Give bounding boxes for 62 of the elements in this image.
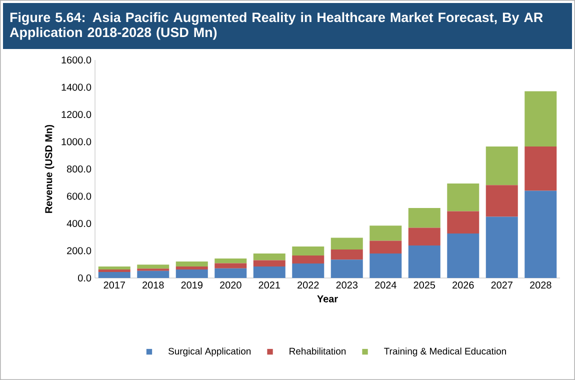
x-tick-label: 2024 <box>375 282 396 289</box>
y-tick-label: 800.0 <box>66 165 92 173</box>
x-tick-label: 2025 <box>414 282 436 289</box>
y-tick-label: 400.0 <box>66 220 92 228</box>
bar <box>370 240 402 254</box>
x-tick-label: 2028 <box>530 282 552 289</box>
bar <box>137 270 170 278</box>
x-tick-label: 2027 <box>491 282 512 289</box>
x-tick-label: 2021 <box>258 282 280 289</box>
x-tick-label: 2023 <box>336 282 358 289</box>
bar <box>486 146 518 186</box>
bar <box>330 250 363 260</box>
bar <box>447 233 480 278</box>
bar <box>176 262 208 267</box>
x-tick-label: 2020 <box>220 282 242 289</box>
bar <box>98 270 130 272</box>
legend-label: Surgical Application <box>168 348 251 356</box>
bar <box>214 263 247 268</box>
bar <box>330 238 363 250</box>
x-tick-label: 2019 <box>181 282 202 289</box>
bar <box>292 246 324 256</box>
bar <box>408 208 440 228</box>
bar <box>408 245 440 278</box>
bar <box>486 185 518 217</box>
x-axis-title: Year <box>317 295 338 302</box>
y-tick-label: 1000.0 <box>62 138 92 146</box>
bar <box>486 216 518 278</box>
y-tick-label: 200.0 <box>67 247 92 254</box>
bar <box>253 266 286 278</box>
x-tick-label: 2018 <box>142 282 164 289</box>
bar <box>253 260 286 267</box>
y-axis-title: Revenue (USD Mn) <box>44 124 54 213</box>
legend-label: Rehabilitation <box>290 348 346 355</box>
bar <box>176 270 208 278</box>
bar <box>176 266 208 270</box>
bar <box>524 190 557 278</box>
bar <box>98 272 130 278</box>
bar <box>98 266 130 270</box>
y-tick-label: 0.0 <box>78 274 92 282</box>
bar <box>330 260 363 278</box>
y-tick-label: 600.0 <box>67 192 92 200</box>
y-tick-label: 1400.0 <box>62 84 92 91</box>
x-tick-label: 2022 <box>298 282 319 289</box>
bar <box>214 258 247 264</box>
bar <box>524 91 557 147</box>
bar <box>447 183 480 212</box>
bar <box>137 264 170 269</box>
bar <box>253 253 286 260</box>
bar <box>370 226 402 241</box>
bar <box>447 211 480 234</box>
y-tick-label: 1600.0 <box>62 56 92 64</box>
chart-title: Figure 5.64: Asia Pacific Augmented Reality in Healthcare Market Forecast, By AR Application 2018-2028 (USD Mn) <box>10 12 543 40</box>
legend-label: Training & Medical Education <box>384 348 506 356</box>
bar <box>524 146 557 191</box>
bar <box>292 256 324 264</box>
bar <box>214 268 247 278</box>
bar <box>408 228 440 246</box>
y-tick-label: 1200.0 <box>62 110 92 118</box>
x-tick-label: 2026 <box>452 282 474 289</box>
bar <box>370 253 402 278</box>
x-tick-label: 2017 <box>104 282 125 289</box>
bar <box>292 264 324 278</box>
